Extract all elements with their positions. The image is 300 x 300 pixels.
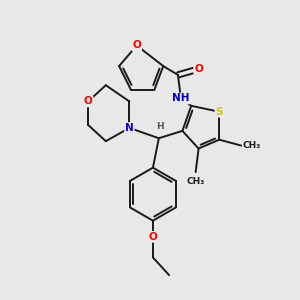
Text: O: O [148,232,157,242]
Text: CH₃: CH₃ [187,176,205,185]
Text: O: O [194,64,203,74]
Text: H: H [157,122,164,131]
Text: N: N [125,123,134,133]
Text: CH₃: CH₃ [243,141,261,150]
Text: NH: NH [172,94,190,103]
Text: S: S [215,107,223,117]
Text: O: O [132,40,141,50]
Text: O: O [84,96,92,106]
